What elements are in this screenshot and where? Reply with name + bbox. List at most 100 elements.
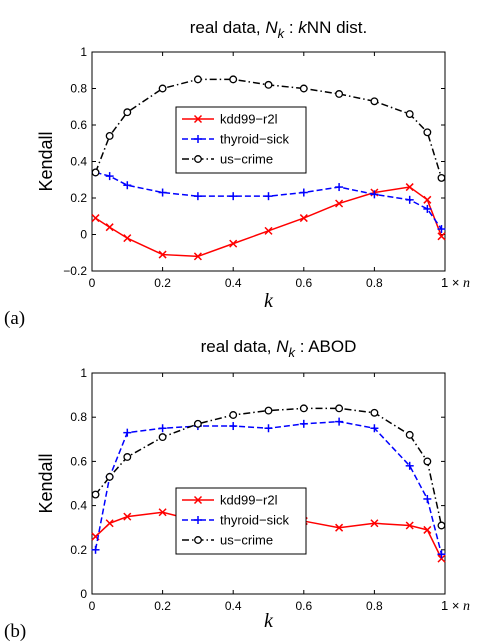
legend: kdd99−r2l thyroid−sick us−crime <box>175 106 307 174</box>
y-tick-label: 0.2 <box>70 191 87 205</box>
series-2-point <box>370 97 379 106</box>
title-var: N <box>276 337 289 356</box>
title-k: k <box>298 18 308 37</box>
series-2-point <box>264 80 273 89</box>
marker-stroke <box>423 525 432 534</box>
marker-stroke <box>229 239 238 248</box>
series-0-point <box>423 195 432 204</box>
marker-stroke <box>91 532 100 541</box>
series-0-point <box>405 521 414 530</box>
series-0-point <box>123 234 132 243</box>
series-0-point <box>264 226 273 235</box>
series-2-point <box>193 419 202 428</box>
y-tick-label: 0.6 <box>70 454 87 468</box>
series-0-point <box>405 183 414 192</box>
title-prefix: real data, <box>201 337 277 356</box>
legend-marker <box>193 114 203 124</box>
x-tick-label: 0.4 <box>225 276 242 290</box>
title-var: N <box>265 18 278 37</box>
series-1-point <box>158 188 167 197</box>
title-subscript: k <box>278 26 286 41</box>
series-1-point <box>105 172 114 181</box>
series-1-point <box>370 190 379 199</box>
legend-marker <box>194 155 202 163</box>
legend-label: us−crime <box>220 152 273 167</box>
marker-stroke <box>264 226 273 235</box>
marker-stroke <box>437 232 446 241</box>
series-2-point <box>91 490 100 499</box>
plot-frame <box>91 372 446 595</box>
series-1-point <box>123 428 132 437</box>
marker-stroke <box>158 250 167 259</box>
series-1-point <box>229 422 238 431</box>
series-1-point <box>405 195 414 204</box>
y-tick-label: −0.2 <box>63 264 87 278</box>
x-multiplier-prefix: 1 × <box>441 275 463 290</box>
series-1-point <box>335 417 344 426</box>
marker-stroke <box>423 195 432 204</box>
marker-stroke <box>405 521 414 530</box>
marker-stroke <box>105 223 114 232</box>
marker-stroke <box>335 199 344 208</box>
title-separator: : <box>284 18 298 37</box>
series-0-point <box>158 250 167 259</box>
x-multiplier-prefix: 1 × <box>441 598 463 613</box>
series-1-point <box>193 192 202 201</box>
series-1-point <box>423 494 432 503</box>
legend-marker <box>193 495 203 505</box>
x-axis-label: k <box>264 290 274 312</box>
legend-marker <box>194 536 202 544</box>
y-tick-label: 0.8 <box>70 82 87 96</box>
series-1-point <box>264 192 273 201</box>
series-0-point <box>335 199 344 208</box>
title-prefix: real data, <box>190 18 266 37</box>
legend-marker <box>194 516 202 524</box>
x-multiplier-var: n <box>463 276 470 291</box>
x-tick-label: 0.6 <box>295 599 312 613</box>
panel-label: (b) <box>4 621 26 642</box>
series-1-point <box>229 192 238 201</box>
x-multiplier-var: n <box>463 599 470 614</box>
series-2-point <box>193 75 202 84</box>
series-0-point <box>105 519 114 528</box>
series-2-point <box>123 453 132 461</box>
marker-stroke <box>123 234 132 243</box>
series-line-1 <box>95 171 443 230</box>
x-tick-label: 0.4 <box>225 599 242 613</box>
legend-label: kdd99−r2l <box>220 112 278 127</box>
title-subscript: k <box>288 345 296 360</box>
legend-label: thyroid−sick <box>220 513 289 528</box>
x-tick-label: 0.8 <box>366 599 383 613</box>
title-separator: : <box>295 337 308 356</box>
series-2-point <box>229 411 238 419</box>
series-2-point <box>370 408 379 417</box>
series-1-point <box>91 545 100 554</box>
title-rest: ABOD <box>308 337 356 356</box>
series-1-point <box>299 419 308 428</box>
chart-title: real data, Nk : kNN dist. <box>190 18 368 41</box>
x-tick-label: 0.6 <box>295 276 312 290</box>
series-2-point <box>437 173 446 182</box>
marker-stroke <box>105 519 114 528</box>
legend: kdd99−r2l thyroid−sick us−crime <box>175 487 307 555</box>
series-2-point <box>423 457 432 466</box>
series-0-point <box>299 214 308 223</box>
y-tick-label: 1 <box>80 45 87 59</box>
chart-panel-b: real data, Nk : ABOD 0 0.2 0.4 0.6 0.8 1 × n 0 0… <box>4 337 470 642</box>
series-0-point <box>437 232 446 241</box>
series-0-point <box>193 252 202 261</box>
title-rest: NN dist. <box>307 18 367 37</box>
series-0-point <box>370 519 379 528</box>
series-2-point <box>405 110 414 118</box>
marker-stroke <box>370 519 379 528</box>
chart-panel-a: real data, Nk : kNN dist.0 0.2 0.4 0.6 0.8 1 … <box>4 18 470 329</box>
marker-stroke <box>193 114 203 124</box>
y-tick-label: 1 <box>80 366 87 380</box>
series-2-point <box>158 84 167 93</box>
series-2-point <box>335 90 344 98</box>
series-1-point <box>158 424 167 433</box>
series-2-point <box>437 521 446 530</box>
y-tick-label: 0.4 <box>70 155 87 169</box>
series-2-point <box>264 406 273 415</box>
